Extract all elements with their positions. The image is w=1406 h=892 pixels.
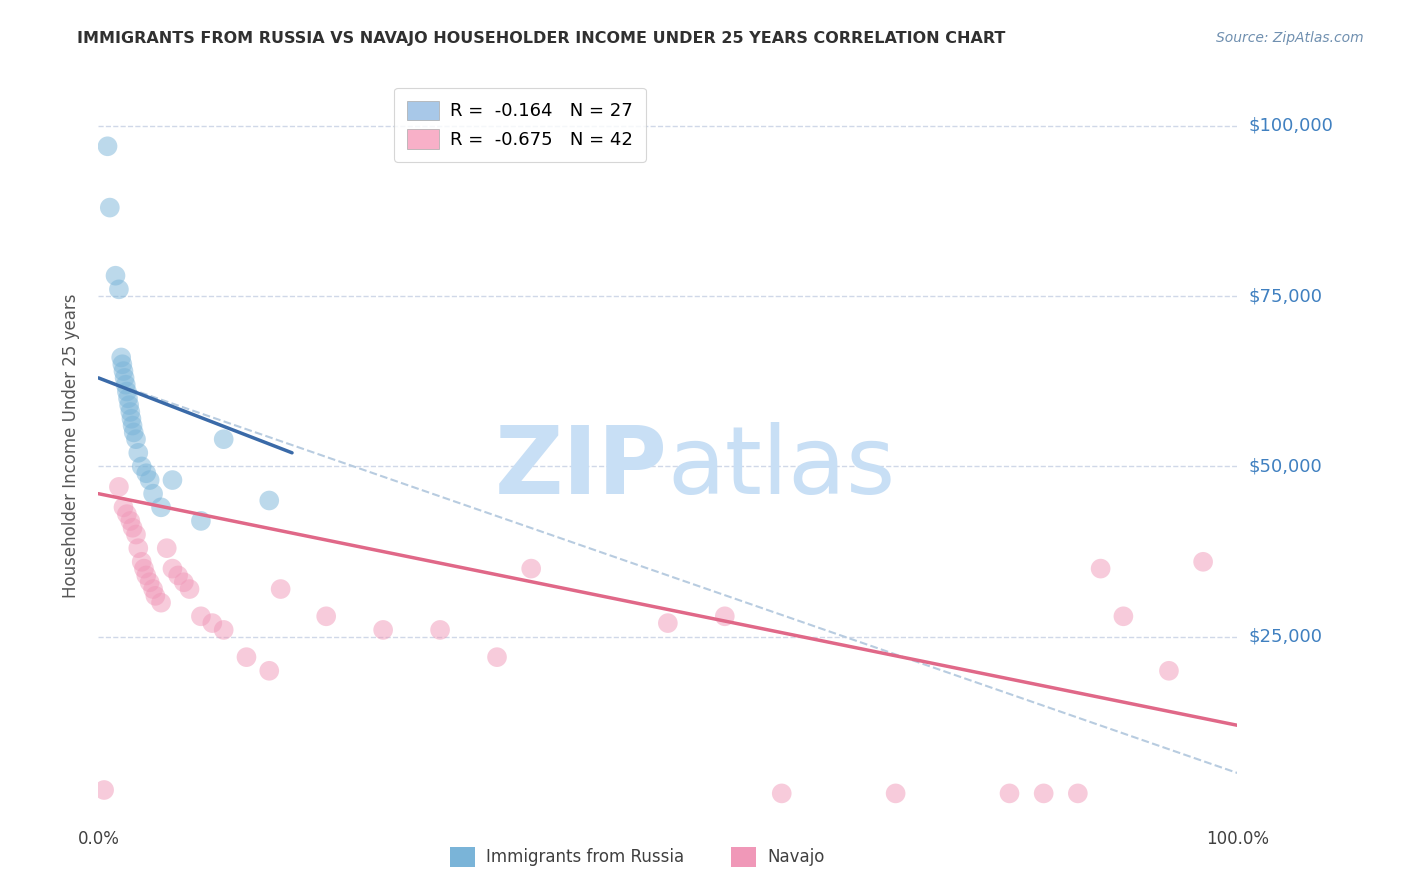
Point xyxy=(190,514,212,528)
Point xyxy=(270,582,292,596)
Point xyxy=(142,582,165,596)
Text: $50,000: $50,000 xyxy=(1249,458,1322,475)
Point xyxy=(142,486,165,500)
Point xyxy=(108,480,131,494)
Text: IMMIGRANTS FROM RUSSIA VS NAVAJO HOUSEHOLDER INCOME UNDER 25 YEARS CORRELATION C: IMMIGRANTS FROM RUSSIA VS NAVAJO HOUSEHO… xyxy=(77,31,1005,46)
Point xyxy=(120,405,142,419)
Point xyxy=(96,139,118,153)
Point xyxy=(315,609,337,624)
Point xyxy=(259,493,281,508)
Point xyxy=(118,398,141,412)
Point xyxy=(259,664,281,678)
Point xyxy=(98,201,121,215)
Text: $100,000: $100,000 xyxy=(1249,117,1333,135)
Text: Navajo: Navajo xyxy=(768,848,825,866)
Point xyxy=(201,616,224,631)
Text: $75,000: $75,000 xyxy=(1249,287,1323,305)
Point xyxy=(173,575,195,590)
Point xyxy=(131,459,153,474)
Point xyxy=(212,432,235,446)
Point xyxy=(120,411,142,425)
Point xyxy=(135,467,157,481)
Point xyxy=(1112,609,1135,624)
Point xyxy=(770,786,793,800)
Point xyxy=(121,418,143,433)
Point xyxy=(131,555,153,569)
Point xyxy=(110,351,132,365)
Point xyxy=(1032,786,1054,800)
Point xyxy=(1192,555,1215,569)
Point xyxy=(111,357,134,371)
Point xyxy=(127,446,149,460)
Point xyxy=(150,596,173,610)
Point xyxy=(125,432,148,446)
Text: Source: ZipAtlas.com: Source: ZipAtlas.com xyxy=(1216,31,1364,45)
Point xyxy=(108,282,131,296)
Point xyxy=(132,561,155,575)
Point xyxy=(657,616,679,631)
Point xyxy=(212,623,235,637)
Point xyxy=(104,268,127,283)
Point xyxy=(122,425,145,440)
Point xyxy=(1067,786,1090,800)
Point xyxy=(125,527,148,541)
Text: $25,000: $25,000 xyxy=(1249,628,1323,646)
Text: ZIP: ZIP xyxy=(495,423,668,515)
Point xyxy=(150,500,173,515)
Point xyxy=(162,561,184,575)
Point xyxy=(884,786,907,800)
Point xyxy=(135,568,157,582)
Point xyxy=(167,568,190,582)
Point xyxy=(115,384,138,399)
Point xyxy=(138,575,160,590)
Point xyxy=(117,392,139,406)
Point xyxy=(127,541,149,556)
Point xyxy=(114,377,136,392)
Point xyxy=(115,507,138,521)
Point xyxy=(145,589,167,603)
Text: Immigrants from Russia: Immigrants from Russia xyxy=(486,848,685,866)
Point xyxy=(714,609,737,624)
Point xyxy=(486,650,509,665)
Legend: R =  -0.164   N = 27, R =  -0.675   N = 42: R = -0.164 N = 27, R = -0.675 N = 42 xyxy=(394,88,645,162)
Point xyxy=(114,371,136,385)
Point xyxy=(179,582,201,596)
Text: atlas: atlas xyxy=(668,423,896,515)
Point xyxy=(93,783,115,797)
Y-axis label: Householder Income Under 25 years: Householder Income Under 25 years xyxy=(62,293,80,599)
Point xyxy=(112,364,135,378)
Point xyxy=(162,473,184,487)
Point xyxy=(120,514,142,528)
Point xyxy=(371,623,394,637)
Point xyxy=(156,541,179,556)
Point xyxy=(1157,664,1180,678)
Point xyxy=(138,473,160,487)
Point xyxy=(520,561,543,575)
Point xyxy=(998,786,1021,800)
Point xyxy=(190,609,212,624)
Point xyxy=(112,500,135,515)
Point xyxy=(1090,561,1112,575)
Point xyxy=(121,521,143,535)
Point xyxy=(429,623,451,637)
Point xyxy=(235,650,257,665)
